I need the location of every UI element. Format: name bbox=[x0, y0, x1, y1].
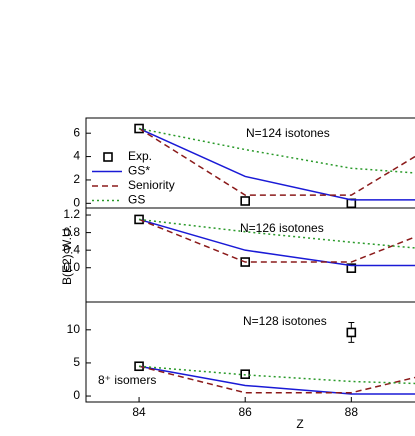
legend-label: Seniority bbox=[128, 178, 175, 192]
data-point bbox=[346, 327, 357, 338]
x-axis-label: Z bbox=[296, 417, 303, 431]
legend-label: GS* bbox=[128, 164, 150, 178]
y-tick-label: 2 bbox=[73, 172, 80, 186]
y-tick-label: 0.0 bbox=[63, 260, 80, 274]
y-axis-label: B(E2) W.U. bbox=[60, 225, 74, 285]
series-line bbox=[138, 218, 415, 267]
annotation: N=124 isotones bbox=[246, 126, 330, 140]
x-tick-label: 84 bbox=[132, 405, 146, 419]
y-tick-label: 0.8 bbox=[63, 225, 80, 239]
annotation: N=126 isotones bbox=[240, 221, 324, 235]
y-tick-label: 5 bbox=[73, 355, 80, 369]
y-tick-label: 0.4 bbox=[63, 242, 80, 256]
data-point bbox=[134, 123, 144, 134]
annotation: N=128 isotones bbox=[243, 314, 327, 328]
y-tick-label: 10 bbox=[67, 322, 81, 336]
series-line bbox=[138, 365, 415, 395]
data-point bbox=[346, 263, 357, 273]
legend-label: GS bbox=[128, 193, 145, 207]
legend-label: Exp. bbox=[128, 149, 152, 163]
series-line bbox=[138, 127, 415, 196]
data-point bbox=[240, 196, 250, 206]
panel-frame bbox=[85, 301, 415, 403]
series-line bbox=[139, 365, 415, 385]
series-line bbox=[138, 218, 415, 263]
x-tick-label: 88 bbox=[345, 405, 359, 419]
y-tick-label: 6 bbox=[73, 125, 80, 139]
y-tick-label: 0 bbox=[73, 195, 80, 209]
y-tick-label: 4 bbox=[73, 149, 80, 163]
series-line bbox=[138, 218, 415, 249]
annotation: 8⁺ isomers bbox=[98, 373, 156, 387]
y-tick-label: 1.2 bbox=[63, 207, 80, 221]
legend-marker bbox=[103, 152, 113, 162]
series-line bbox=[138, 365, 415, 394]
y-tick-label: 0 bbox=[73, 388, 80, 402]
series-line bbox=[138, 127, 415, 201]
x-tick-label: 86 bbox=[239, 405, 253, 419]
